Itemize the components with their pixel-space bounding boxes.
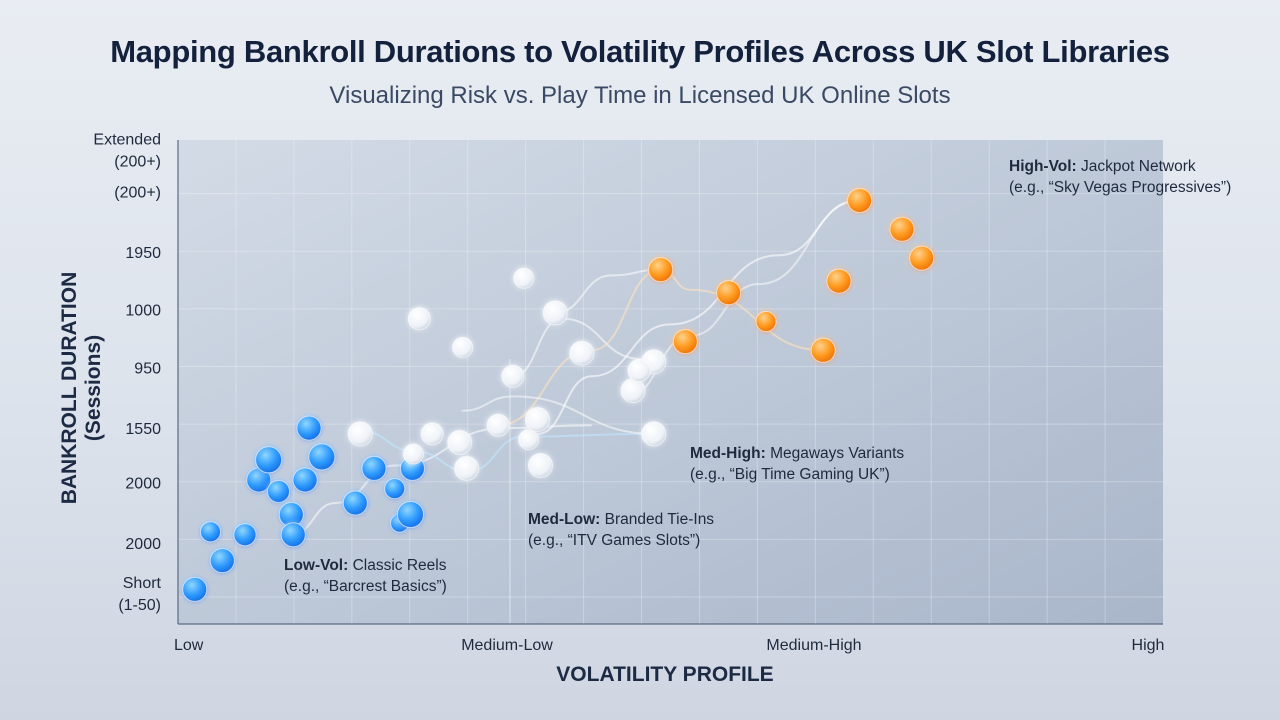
data-point-high-vol <box>672 329 698 355</box>
data-point-med-low <box>347 421 373 447</box>
data-point-high-vol <box>648 257 674 283</box>
y-axis-label-line2: (Sessions) <box>82 334 105 442</box>
data-point-med-high <box>627 358 651 382</box>
data-point-high-vol <box>826 268 852 294</box>
data-point-med-low <box>518 429 540 451</box>
annotation-med-low-example: (e.g., “ITV Games Slots”) <box>528 532 701 549</box>
x-tick-label: Medium-Low <box>461 637 553 654</box>
trend-curve <box>461 395 655 435</box>
annotation-med-high-text: Megaways Variants <box>765 445 905 462</box>
x-tick-label: High <box>1132 637 1165 654</box>
data-point-low-vol <box>396 501 424 529</box>
x-tick-label: Medium-High <box>766 637 861 654</box>
data-point-high-vol <box>755 311 777 332</box>
data-point-med-low <box>447 430 473 455</box>
data-point-med-low <box>501 364 525 388</box>
data-point-med-low <box>641 421 667 447</box>
annotation-low-vol-title: Low-Vol: <box>284 557 349 574</box>
data-point-low-vol <box>182 576 208 602</box>
y-tick-label: Short (1-50) <box>118 575 161 614</box>
x-tick-labels: Low Medium-Low Medium-High High <box>174 637 1164 654</box>
data-point-med-low <box>542 300 568 326</box>
data-point-low-vol <box>296 415 322 441</box>
data-point-med-low <box>527 453 553 479</box>
y-tick-label: 1950 <box>125 245 161 262</box>
y-tick-labels: Short (1-50) 2000 2000 1550 950 1000 1950 (200+)… <box>93 131 161 614</box>
data-point-med-high <box>620 378 646 404</box>
data-point-high-vol <box>847 188 873 213</box>
y-tick-label: 2000 <box>125 476 161 493</box>
data-point-med-low <box>525 406 551 432</box>
data-point-low-vol <box>209 548 235 574</box>
data-point-low-vol <box>292 467 318 493</box>
annotation-low-vol-example: (e.g., “Barcrest Basics”) <box>284 578 447 595</box>
data-point-med-low <box>452 336 474 358</box>
y-axis-label: BANKROLL DURATION (Sessions) <box>58 272 106 505</box>
data-point-low-vol <box>361 455 387 481</box>
y-tick-label: 1550 <box>125 421 161 438</box>
data-point-low-vol <box>308 443 336 471</box>
data-point-low-vol <box>342 490 368 516</box>
data-point-med-low <box>569 340 595 366</box>
annotation-high-vol-text: Jackpot Network <box>1076 158 1196 175</box>
y-tick-label: (200+) <box>114 185 161 202</box>
data-point-high-vol <box>909 245 935 271</box>
trend-curve <box>555 268 661 314</box>
data-point-low-vol <box>200 521 222 543</box>
y-tick-label: 2000 <box>125 536 161 553</box>
plot-area <box>178 140 1163 624</box>
x-axis-label: VOLATILITY PROFILE <box>556 663 774 686</box>
data-point-med-low <box>486 413 510 437</box>
data-point-high-vol <box>889 216 915 242</box>
chart-title: Mapping Bankroll Durations to Volatility… <box>110 34 1170 69</box>
annotation-med-low-text: Branded Tie-Ins <box>600 511 715 528</box>
data-point-med-low <box>513 267 535 289</box>
trend-curve <box>537 199 858 435</box>
data-point-high-vol <box>810 337 836 363</box>
annotation-med-low: Med-Low: Branded Tie-Ins (e.g., “ITV Gam… <box>528 509 714 551</box>
annotation-low-vol: Low-Vol: Classic Reels (e.g., “Barcrest … <box>284 555 447 597</box>
annotation-med-high-example: (e.g., “Big Time Gaming UK”) <box>690 466 890 483</box>
annotation-med-high: Med-High: Megaways Variants (e.g., “Big … <box>690 443 904 485</box>
axes <box>177 140 1163 625</box>
y-tick-label: 950 <box>134 360 161 377</box>
data-points <box>182 188 935 602</box>
annotation-high-vol-title: High-Vol: <box>1009 158 1077 175</box>
annotation-med-low-title: Med-Low: <box>528 511 601 528</box>
data-point-low-vol <box>266 479 290 503</box>
plot-background <box>178 140 1163 624</box>
data-point-low-vol <box>384 478 406 500</box>
y-tick-label: Extended (200+) <box>93 131 161 170</box>
annotation-med-high-title: Med-High: <box>690 445 766 462</box>
data-point-med-low <box>402 443 424 465</box>
data-point-low-vol <box>280 522 306 548</box>
annotation-high-vol: High-Vol: Jackpot Network (e.g., “Sky Ve… <box>1009 156 1231 198</box>
annotation-low-vol-text: Classic Reels <box>348 557 447 574</box>
data-point-med-low <box>454 455 480 481</box>
data-point-med-low <box>420 422 444 446</box>
y-tick-label: 1000 <box>125 303 161 320</box>
annotation-high-vol-example: (e.g., “Sky Vegas Progressives”) <box>1009 179 1232 196</box>
data-point-low-vol <box>255 446 283 474</box>
chart-subtitle: Visualizing Risk vs. Play Time in Licens… <box>329 82 951 109</box>
data-point-high-vol <box>716 280 742 306</box>
data-point-med-low <box>407 307 431 331</box>
x-tick-label: Low <box>174 637 204 654</box>
data-point-low-vol <box>233 523 257 547</box>
y-axis-label-line1: BANKROLL DURATION <box>58 271 81 505</box>
